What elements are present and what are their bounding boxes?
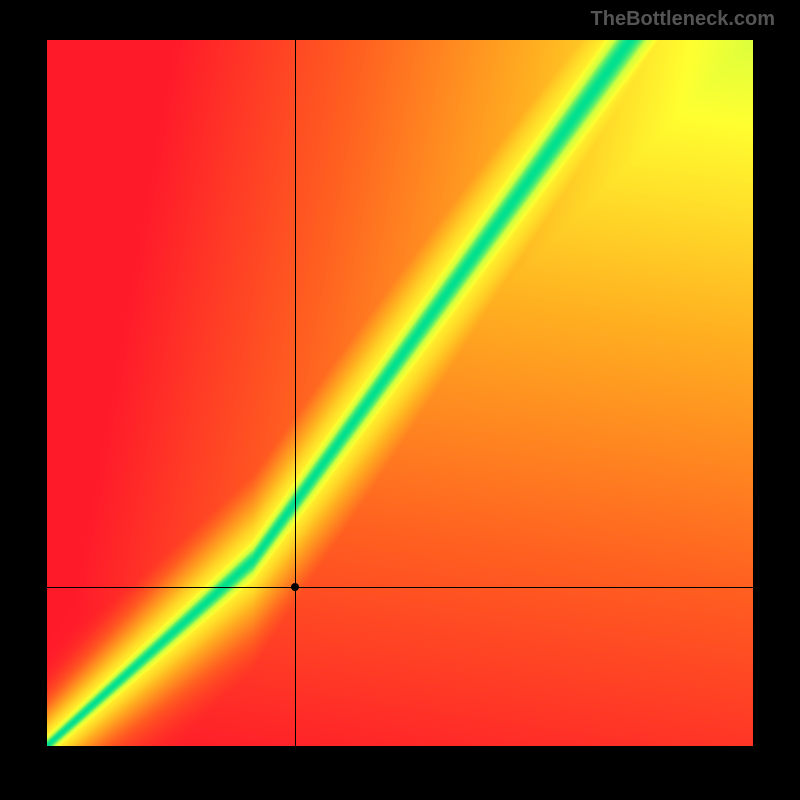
crosshair-vertical xyxy=(295,40,296,746)
watermark-text: TheBottleneck.com xyxy=(591,8,775,31)
heatmap-canvas xyxy=(47,40,753,746)
crosshair-dot xyxy=(291,583,299,591)
plot-area xyxy=(47,40,753,746)
crosshair-horizontal xyxy=(47,587,753,588)
chart-container: TheBottleneck.com xyxy=(0,0,800,800)
